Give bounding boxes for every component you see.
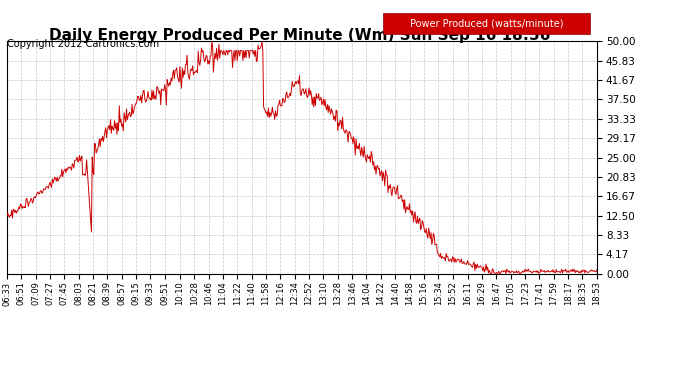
Text: Copyright 2012 Cartronics.com: Copyright 2012 Cartronics.com bbox=[7, 39, 159, 50]
Text: Daily Energy Produced Per Minute (Wm) Sun Sep 16 18:56: Daily Energy Produced Per Minute (Wm) Su… bbox=[50, 28, 551, 43]
Text: Power Produced (watts/minute): Power Produced (watts/minute) bbox=[410, 18, 563, 28]
